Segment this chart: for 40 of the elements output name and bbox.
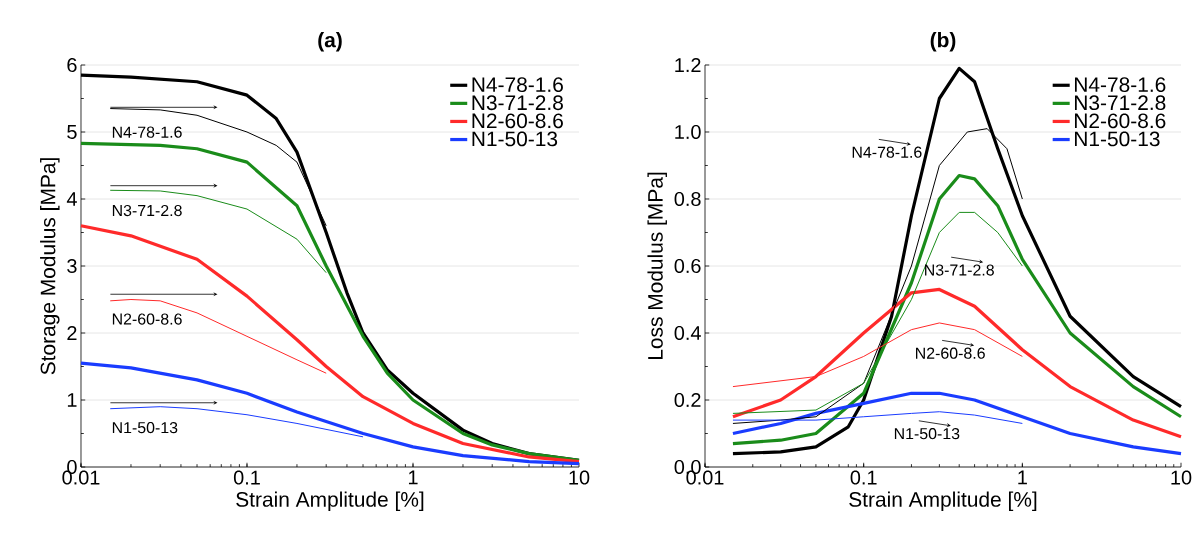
x-tick-label: 1: [1018, 470, 1027, 485]
y-tick-label: 3: [67, 258, 77, 274]
x-tick-label: 1: [408, 470, 418, 485]
y-tick-label: 0.2: [674, 392, 701, 408]
y-tick-label: 0.4: [674, 325, 701, 341]
x-axis-title: Strain Amplitude [%]: [236, 491, 424, 511]
x-axis-title: Strain Amplitude [%]: [849, 491, 1037, 511]
y-tick-label: 0.6: [674, 258, 701, 274]
y-tick-label: 6: [67, 57, 77, 73]
chart-title: (a): [318, 32, 342, 52]
x-tick-label: 10: [1171, 470, 1192, 485]
annotation: N3-71-2.8: [112, 204, 182, 217]
y-tick-label: 4: [66, 192, 77, 206]
legend-label: N2-60-8.6: [1074, 113, 1166, 129]
legend-label: N4-78-1.6: [1074, 77, 1166, 93]
y-tick-label: 1.2: [675, 58, 701, 72]
legend-label: N2-60-8.6: [472, 113, 563, 129]
y-tick-label: 0.8: [674, 191, 701, 207]
annotation: N1-50-13: [112, 421, 178, 434]
annotation: N3-71-2.8: [925, 264, 994, 276]
annotation: N1-50-13: [894, 428, 960, 440]
y-tick-label: 1: [67, 393, 77, 407]
legend-label: N4-78-1.6: [472, 77, 563, 93]
annotation: N4-78-1.6: [852, 146, 922, 158]
annotation: N2-60-8.6: [916, 347, 985, 359]
chart-title: (b): [930, 32, 956, 52]
annotation: N4-78-1.6: [112, 126, 182, 138]
y-tick-label: 2: [67, 326, 77, 340]
x-tick-label: 10: [569, 470, 590, 485]
x-tick-label: 0.1: [233, 470, 260, 485]
y-tick-label: 5: [67, 125, 77, 139]
legend-label: N1-50-13: [1074, 131, 1160, 147]
y-axis-title: Loss Modulus [MPa]: [647, 172, 667, 360]
legend-label: N3-71-2.8: [472, 95, 563, 111]
legend-label: N1-50-13: [472, 131, 558, 147]
y-tick-label: 1.0: [675, 124, 701, 140]
annotation: N2-60-8.6: [112, 313, 182, 325]
x-tick-label: 0.1: [850, 470, 877, 485]
legend-label: N3-71-2.8: [1074, 95, 1166, 111]
y-axis-title: Storage Modulus [MPa]: [40, 158, 60, 375]
